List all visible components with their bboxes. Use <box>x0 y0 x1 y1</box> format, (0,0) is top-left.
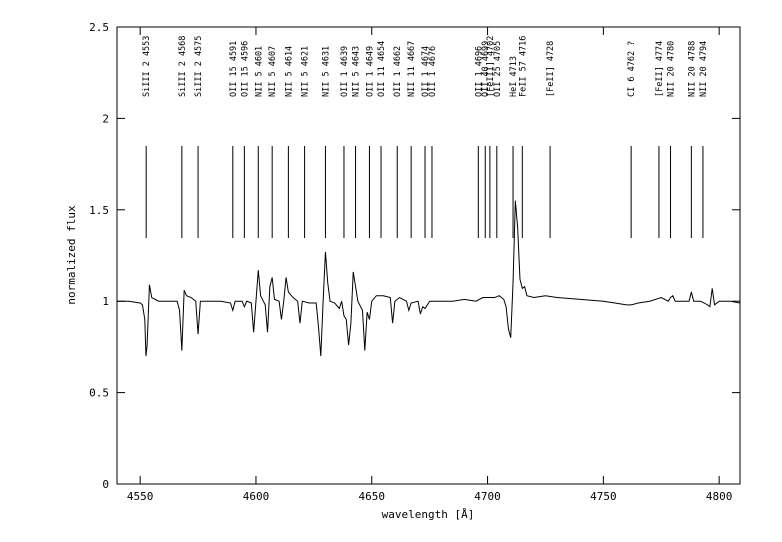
line-id-label: OII 40 4699 <box>481 41 491 97</box>
line-id-label: CI 6 4762 ? <box>627 41 637 97</box>
line-id-label: [FeIII] 4702 <box>486 36 496 97</box>
line-id-label: OII 1 4639 <box>340 46 350 97</box>
line-id-label: [FeII] 4728 <box>546 41 556 97</box>
x-axis-label: wavelength [Å] <box>382 508 475 521</box>
y-tick-label: 2 <box>102 112 109 125</box>
y-tick-label: 1 <box>102 295 109 308</box>
x-tick-label: 4700 <box>474 490 501 503</box>
line-id-label: OII 15 4591 <box>229 41 239 97</box>
plot-frame <box>116 26 741 485</box>
line-id-label: NII 5 4601 <box>254 46 264 97</box>
line-id-label: NII 20 4788 <box>687 41 697 97</box>
x-tick-label: 4550 <box>127 490 154 503</box>
x-tick-label: 4600 <box>243 490 270 503</box>
line-id-label: OII 25 4705 <box>493 41 503 97</box>
line-id-label: FeII 57 4716 <box>518 36 528 97</box>
line-id-label: OII 1 4674 <box>421 46 431 97</box>
x-tick-label: 4750 <box>590 490 617 503</box>
spectrum-line <box>117 200 741 357</box>
line-id-label: OII 1 4662 <box>393 46 403 97</box>
y-tick-label: 1.5 <box>89 204 109 217</box>
line-id-label: OII 1 4676 <box>428 46 438 97</box>
line-id-label: NII 5 4631 <box>321 46 331 97</box>
line-id-label: NII 20 4780 <box>667 41 677 97</box>
line-id-label: OII 1 4649 <box>365 46 375 97</box>
line-id-label: OII 11 4654 <box>377 41 387 97</box>
line-id-label: OII 1 4696 <box>474 46 484 97</box>
x-tick-label: 4650 <box>359 490 386 503</box>
line-id-label: SiIII 2 4553 <box>142 36 152 97</box>
line-id-label: SiIII 2 4575 <box>194 36 204 97</box>
line-id-label: NII 5 4607 <box>268 46 278 97</box>
line-id-label: NII 5 4614 <box>284 46 294 97</box>
line-id-label: [FeII] 4774 <box>655 41 665 97</box>
line-id-label: HeI 4713 <box>509 56 519 97</box>
line-id-label: NII 5 4621 <box>301 46 311 97</box>
x-tick-label: 4800 <box>706 490 733 503</box>
line-id-label: NII 5 4643 <box>352 46 362 97</box>
y-tick-label: 0 <box>102 478 109 491</box>
line-id-label: NII 20 4794 <box>699 41 709 97</box>
y-axis-label: normalized flux <box>65 205 78 305</box>
line-id-label: NII 11 4667 <box>407 41 417 97</box>
line-id-label: OII 15 4596 <box>240 41 250 97</box>
y-tick-label: 0.5 <box>89 387 109 400</box>
line-id-label: SiIII 2 4568 <box>178 36 188 97</box>
y-tick-label: 2.5 <box>89 21 109 34</box>
